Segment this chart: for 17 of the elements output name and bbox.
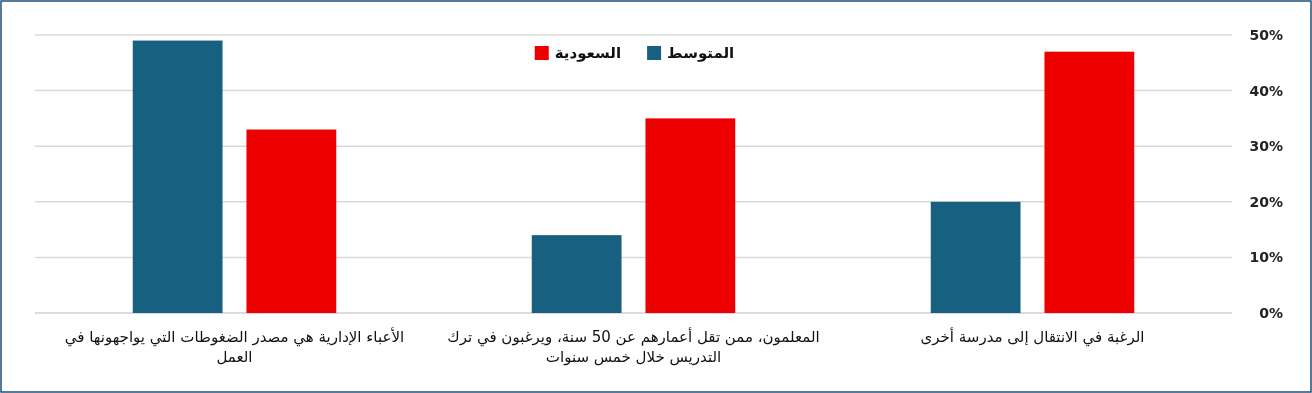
- y-tick-label: 20%: [1249, 193, 1283, 210]
- legend-label: السعودية: [554, 44, 622, 62]
- y-tick-label: 0%: [1259, 305, 1283, 321]
- y-tick-label: 30%: [1249, 138, 1283, 155]
- bar: [246, 129, 337, 313]
- x-tick-label: الأعباء الإدارية هي مصدر الضغوطات التي يواجهونها في العمل: [64, 327, 405, 366]
- legend-label: المتوسط: [667, 44, 735, 62]
- bar: [930, 201, 1021, 313]
- y-tick-label: 10%: [1249, 249, 1283, 266]
- bar: [132, 40, 223, 313]
- bar: [645, 118, 736, 313]
- x-tick-label: المعلمون، ممن تقل أعمارهم عن 50 سنة، ويرغبون في ترك التدريس خلال خمس سنوات: [447, 327, 820, 366]
- y-tick-label: 50%: [1249, 27, 1283, 43]
- x-tick-label: الرغبة في الانتقال إلى مدرسة أخرى: [920, 327, 1145, 347]
- bar: [531, 235, 622, 313]
- y-tick-label: 40%: [1249, 82, 1283, 99]
- bar: [1044, 51, 1135, 313]
